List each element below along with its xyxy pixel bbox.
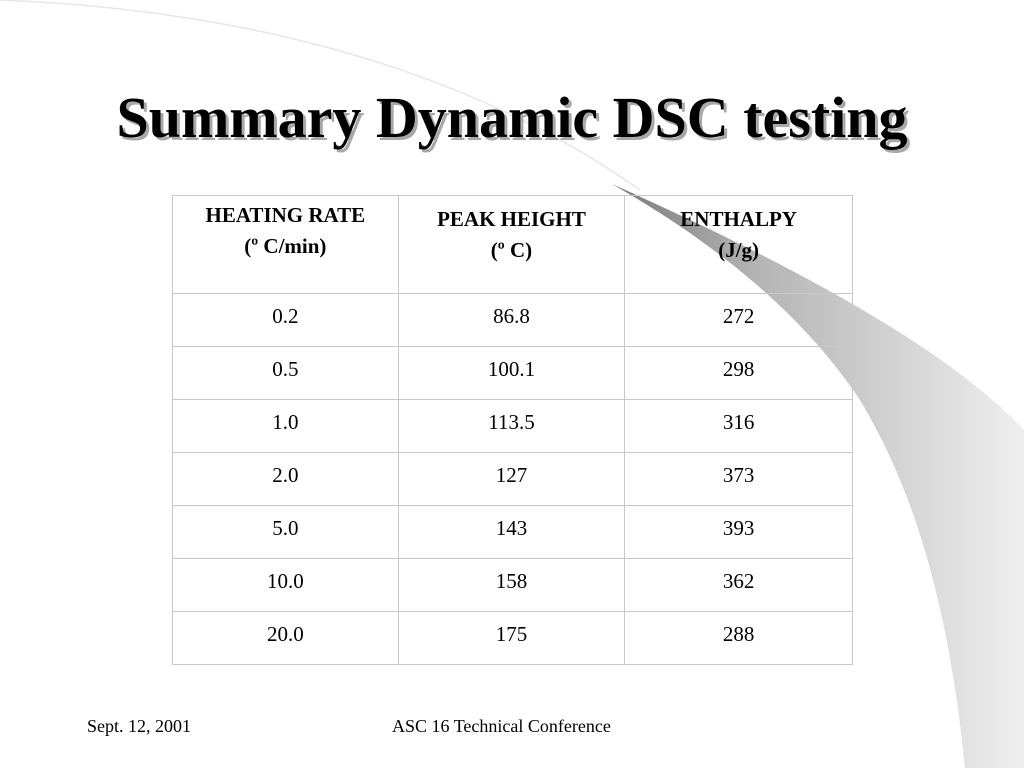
header-enthalpy-title: ENTHALPY: [680, 207, 797, 231]
cell-heating-rate: 5.0: [172, 505, 399, 559]
table-header-row: HEATING RATE (º C/min) PEAK HEIGHT (º C)…: [172, 195, 853, 294]
cell-heating-rate: 20.0: [172, 611, 399, 665]
table-row: 0.5 100.1 298: [172, 346, 853, 400]
cell-heating-rate: 0.5: [172, 346, 399, 400]
slide-title: Summary Dynamic DSC testing: [116, 85, 908, 150]
cell-peak-height: 143: [397, 505, 626, 559]
cell-enthalpy: 272: [624, 293, 853, 347]
table-row: 1.0 113.5 316: [172, 399, 853, 453]
header-heating-rate: HEATING RATE (º C/min): [172, 195, 399, 294]
cell-enthalpy: 393: [624, 505, 853, 559]
cell-peak-height: 175: [397, 611, 626, 665]
footer-conference: ASC 16 Technical Conference: [392, 716, 611, 736]
table-row: 10.0 158 362: [172, 558, 853, 612]
header-heating-rate-title: HEATING RATE: [205, 203, 366, 227]
header-peak-height: PEAK HEIGHT (º C): [397, 195, 626, 294]
table-row: 5.0 143 393: [172, 505, 853, 559]
cell-heating-rate: 2.0: [172, 452, 399, 506]
cell-peak-height: 100.1: [397, 346, 626, 400]
cell-peak-height: 158: [397, 558, 626, 612]
cell-heating-rate: 10.0: [172, 558, 399, 612]
cell-heating-rate: 0.2: [172, 293, 399, 347]
cell-enthalpy: 298: [624, 346, 853, 400]
header-peak-height-unit: (º C): [490, 238, 533, 262]
table-row: 2.0 127 373: [172, 452, 853, 506]
cell-peak-height: 127: [397, 452, 626, 506]
cell-enthalpy: 316: [624, 399, 853, 453]
table-row: 0.2 86.8 272: [172, 293, 853, 347]
dsc-summary-table: HEATING RATE (º C/min) PEAK HEIGHT (º C)…: [172, 195, 853, 665]
header-peak-height-title: PEAK HEIGHT: [437, 207, 586, 231]
footer-date: Sept. 12, 2001: [87, 716, 192, 736]
header-enthalpy: ENTHALPY (J/g): [624, 195, 853, 294]
header-enthalpy-unit: (J/g): [718, 238, 760, 262]
cell-enthalpy: 288: [624, 611, 853, 665]
cell-enthalpy: 373: [624, 452, 853, 506]
cell-peak-height: 113.5: [397, 399, 626, 453]
table-row: 20.0 175 288: [172, 611, 853, 665]
cell-heating-rate: 1.0: [172, 399, 399, 453]
header-heating-rate-unit: (º C/min): [244, 234, 327, 258]
cell-enthalpy: 362: [624, 558, 853, 612]
cell-peak-height: 86.8: [397, 293, 626, 347]
